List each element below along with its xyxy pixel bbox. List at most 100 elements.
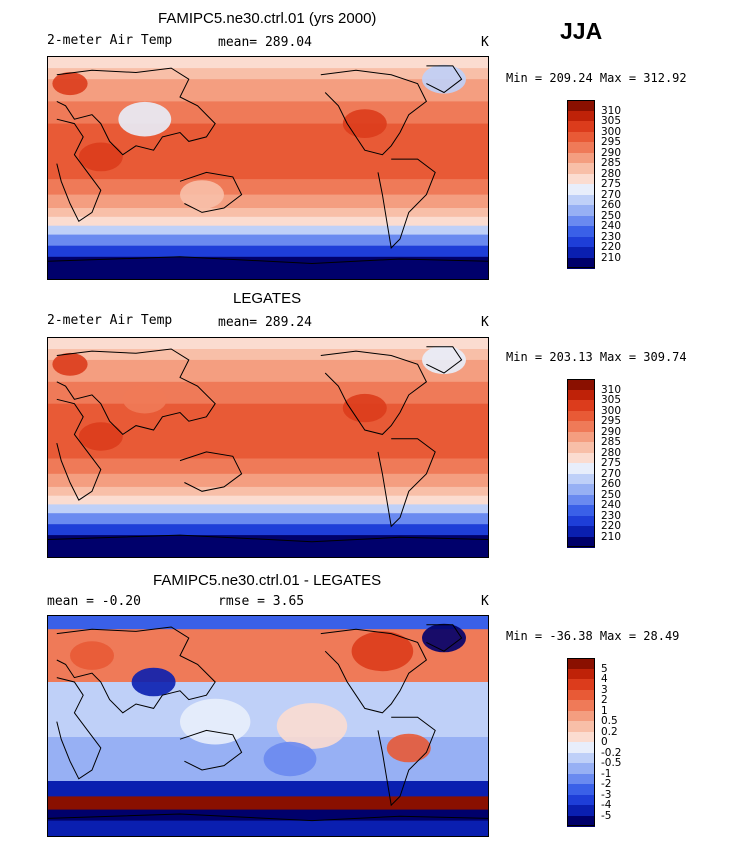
coastline [320,350,428,435]
temperature-band [48,216,488,227]
temperature-anomaly-region [180,180,224,209]
colorbar-tick-label: 300 [601,125,622,138]
panel1-map [47,56,489,280]
colorbar-tick-label: -4 [601,799,612,811]
colorbar-tick-label: 285 [601,157,622,169]
temperature-band [48,57,488,69]
panel3-blobs [70,623,466,777]
temperature-anomaly-region [276,703,348,749]
temperature-band [48,682,488,738]
colorbar-tick-label: 210 [601,530,622,543]
panel3-title: FAMIPC5.ne30.ctrl.01 - LEGATES [153,572,382,589]
colorbar-swatch [567,536,595,548]
colorbar-swatch [567,815,595,827]
panel2-units: K [481,315,489,330]
colorbar-swatch [567,773,595,785]
colorbar-tick-label: -2 [601,778,612,790]
colorbar-tick-label: 0.5 [601,715,618,727]
colorbar-tick-label: 220 [601,241,622,253]
temperature-band [48,359,488,383]
colorbar-swatch [567,389,595,401]
temperature-anomaly-region [122,385,167,414]
panel2-map [47,337,489,558]
colorbar-swatch [567,752,595,764]
colorbar-tick-label: 2 [601,694,608,706]
colorbar-tick-label: 305 [601,394,622,406]
temperature-band [48,68,488,80]
panel2-minmax: Min = 203.13 Max = 309.74 [506,350,687,364]
colorbar-tick-label: 295 [601,136,622,148]
panel2-coastlines [48,346,488,543]
colorbar-swatch [567,110,595,122]
colorbar-tick-label: -1 [601,767,612,780]
colorbar-tick-label: 280 [601,446,622,459]
coastline [56,677,102,780]
colorbar-tick-label: 260 [601,199,622,211]
temperature-band [48,234,488,247]
colorbar-swatch [567,668,595,680]
colorbar-tick-label: 250 [601,488,622,501]
panel3-minmax: Min = -36.38 Max = 28.49 [506,629,680,643]
colorbar-tick-label: 230 [601,509,622,522]
temperature-anomaly-region [78,422,123,451]
coastline [426,65,463,94]
colorbar-swatch [567,689,595,701]
colorbar-tick-label: 5 [601,662,608,675]
panel1-title: FAMIPC5.ne30.ctrl.01 (yrs 2000) [158,10,377,27]
colorbar-swatch [567,742,595,753]
colorbar-tick-label: 3 [601,683,608,696]
coastline [48,534,488,543]
temperature-anomaly-region [342,393,387,423]
colorbar-swatch [567,794,595,806]
temperature-anomaly-region [131,667,176,697]
colorbar-swatch [567,121,595,132]
colorbar-tick-label: 260 [601,478,622,490]
temperature-band [48,796,488,811]
temperature-band [48,338,488,350]
panel3-bands [48,616,488,836]
temperature-band [48,495,488,506]
temperature-band [48,524,488,536]
colorbar-swatch [567,163,595,174]
colorbar-swatch [567,205,595,216]
temperature-band [48,809,488,822]
colorbar-tick-label: 4 [601,673,608,685]
colorbar-swatch [567,763,595,774]
temperature-band [48,458,488,475]
panel3-coastlines [48,624,488,822]
temperature-band [48,504,488,514]
panel1-variable: 2-meter Air Temp [47,33,173,48]
colorbar-swatch [567,505,595,516]
temperature-band [48,79,488,102]
colorbar-swatch [567,473,595,485]
colorbar-swatch [567,247,595,258]
colorbar-swatch [567,184,595,195]
temperature-band [48,820,488,836]
coastline [56,398,102,501]
colorbar-tick-label: -0.2 [601,746,622,759]
colorbar-tick-label: 240 [601,499,622,511]
temperature-band [48,513,488,525]
colorbar-tick-label: 310 [601,383,622,396]
colorbar-swatch [567,452,595,464]
temperature-anomaly-region [52,352,88,376]
temperature-band [48,256,488,279]
colorbar-swatch [567,142,595,153]
coastline [320,628,428,714]
coastline [48,256,488,265]
panel2-bands [48,338,488,557]
colorbar-tick-label: 300 [601,404,622,417]
colorbar-swatch [567,431,595,443]
coastline [377,716,436,807]
colorbar-tick-label: 270 [601,188,622,201]
colorbar-tick-label: 310 [601,104,622,117]
panel1-map-svg [48,57,488,279]
panel3-rmse: rmse = 3.65 [218,594,305,609]
temperature-band [48,123,488,151]
temperature-anomaly-region [263,741,317,777]
season-label: JJA [560,18,603,44]
colorbar-swatch [567,484,595,495]
colorbar-swatch [567,131,595,143]
colorbar-tick-label: -0.5 [601,757,622,769]
colorbar-swatch [567,410,595,422]
